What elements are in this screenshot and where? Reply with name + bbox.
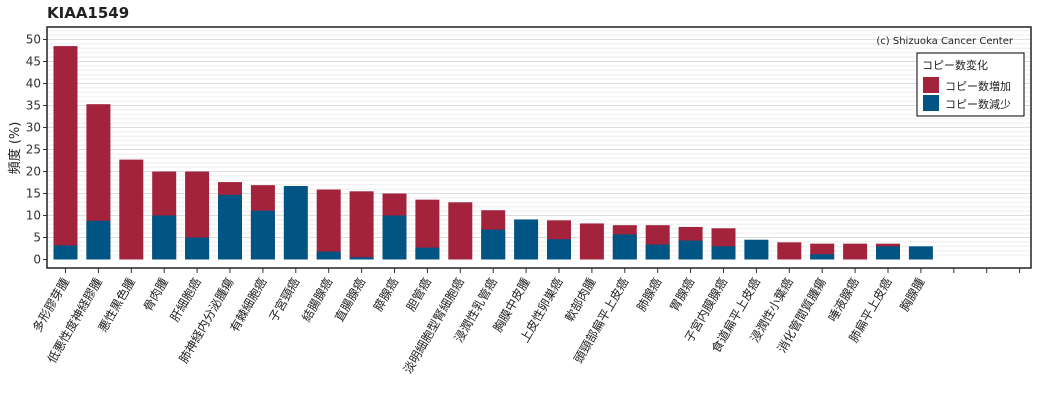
bar-loss-11 [415,247,440,260]
plot-area [47,27,1031,268]
bar-loss-26 [908,246,933,260]
bar-loss-4 [185,237,210,260]
bar-loss-8 [316,251,341,260]
legend-swatch-loss [923,95,939,111]
grid-lines [47,30,1031,256]
legend: コピー数変化 コピー数増加 コピー数減少 [916,52,1025,117]
y-tick-label: 30 [26,121,41,135]
bar-gain-22 [777,242,802,260]
x-tick-label: 骨肉腫 [141,276,171,314]
y-axis: 0 5 10 15 20 25 30 35 40 45 50 [26,33,47,267]
y-tick-label: 35 [26,99,41,113]
x-tick-label: 軟部肉腫 [561,275,598,324]
legend-title: コピー数変化 [922,58,988,72]
legend-swatch-gain [923,77,939,93]
bar-loss-3 [152,215,177,260]
x-tick-label: 淡明細胞型腎細胞癌 [400,275,467,376]
legend-label-gain: コピー数増加 [945,80,1011,93]
bar-loss-18 [645,244,670,260]
bar-loss-9 [349,257,374,260]
x-tick-label: 胸腺腫 [896,275,927,314]
bar-loss-1 [86,220,111,260]
y-tick-label: 10 [26,209,41,223]
bar-gain-2 [119,159,144,260]
bar-loss-21 [744,239,769,260]
bar-loss-6 [250,210,275,260]
bar-loss-20 [711,246,736,260]
x-tick-label: 膵腺癌 [370,275,401,314]
x-tick-label: 肺腺癌 [633,275,664,314]
x-tick-label: 肝細胞癌 [167,275,204,324]
bar-gain-8 [316,189,341,260]
y-tick-label: 0 [33,253,41,267]
bar-loss-7 [283,186,308,260]
bar-loss-0 [53,245,78,260]
y-tick-label: 50 [26,33,41,47]
bar-gain-9 [349,191,374,260]
credit-text: (c) Shizuoka Cancer Center [876,36,1014,47]
bar-loss-5 [218,194,242,260]
bar-gain-16 [579,223,604,260]
bar-loss-19 [678,240,703,260]
bar-gain-0 [53,46,78,260]
bar-loss-23 [810,254,835,260]
x-tick-label: 胃腺癌 [666,275,697,314]
legend-label-loss: コピー数減少 [945,97,1011,111]
bar-loss-13 [481,229,506,260]
x-tick-label: 唾液腺癌 [825,275,862,324]
y-tick-label: 15 [26,187,41,201]
bar-loss-17 [612,234,637,260]
x-tick-label: 胆管癌 [403,275,434,314]
y-tick-label: 20 [26,165,41,179]
y-tick-label: 45 [26,55,41,69]
bar-loss-25 [876,246,900,260]
y-tick-label: 25 [26,143,41,157]
x-tick-label: 結腸腺癌 [298,275,335,324]
plot-border [46,26,1032,269]
bar-gain-24 [843,243,868,260]
bar-gain-12 [448,202,473,260]
y-axis-label: 頻度 (%) [7,122,23,175]
y-tick-label: 40 [26,77,41,91]
bar-loss-14 [514,219,539,260]
bar-loss-10 [382,215,407,260]
y-tick-label: 5 [33,231,41,245]
x-tick-label: 子宮頸癌 [265,275,302,324]
x-tick-label: 直腸腺癌 [331,275,368,324]
bar-loss-15 [547,239,571,260]
chart-title: KIAA1549 [47,4,129,22]
bars [53,46,933,260]
